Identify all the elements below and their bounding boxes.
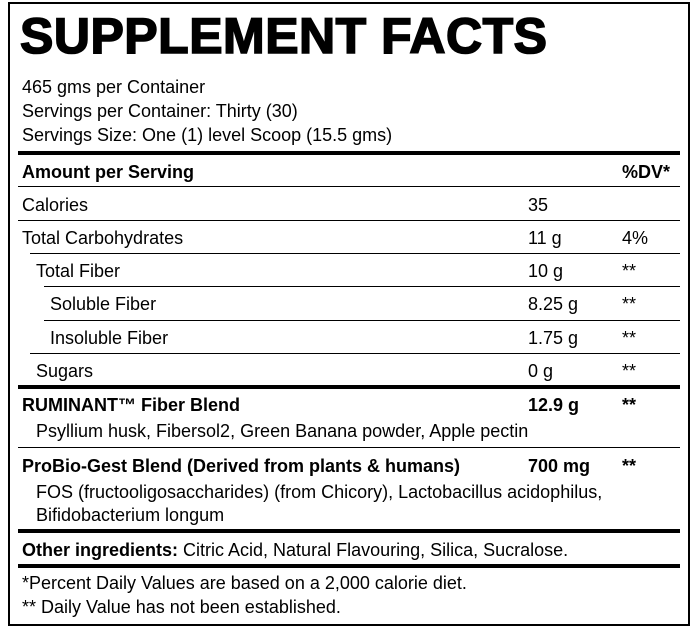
rule: [18, 220, 680, 221]
supplement-facts-label: SUPPLEMENT FACTS 465 gms per Container S…: [8, 2, 690, 626]
nutrient-name: Soluble Fiber: [50, 294, 157, 314]
other-text: Citric Acid, Natural Flavouring, Silica,…: [183, 540, 569, 560]
nutrient-name: Insoluble Fiber: [50, 328, 169, 348]
nutrient-name: Calories: [22, 195, 89, 215]
blend-dv: **: [622, 395, 637, 415]
header-dv: %DV*: [622, 162, 671, 182]
serving-info: Servings per Container: Thirty (30): [22, 101, 298, 121]
rule: [18, 385, 680, 389]
title: SUPPLEMENT FACTS: [19, 7, 548, 65]
footnote: ** Daily Value has not been established.: [22, 597, 341, 617]
rule: [18, 186, 680, 187]
nutrient-dv: 4%: [622, 228, 649, 248]
nutrient-dv: **: [622, 294, 637, 314]
nutrient-amount: 0 g: [528, 361, 554, 381]
nutrient-amount: 1.75 g: [528, 328, 579, 348]
rule: [18, 529, 680, 533]
header-amount: Amount per Serving: [22, 162, 195, 182]
rule: [30, 353, 680, 354]
rule: [18, 151, 680, 155]
nutrient-amount: 8.25 g: [528, 294, 579, 314]
nutrient-amount: 10 g: [528, 261, 564, 281]
rule: [44, 320, 680, 321]
blend-name: ProBio-Gest Blend (Derived from plants &…: [22, 456, 461, 476]
blend-ingredients: Psyllium husk, Fibersol2, Green Banana p…: [36, 421, 529, 441]
rule: [18, 447, 680, 448]
blend-ingredients: Bifidobacterium longum: [36, 505, 225, 525]
blend-dv: **: [622, 456, 637, 476]
rule: [44, 286, 680, 287]
serving-info: 465 gms per Container: [22, 77, 206, 97]
nutrient-name: Sugars: [36, 361, 94, 381]
nutrient-dv: **: [622, 328, 637, 348]
rule: [18, 564, 680, 568]
other-ingredients: Other ingredients: Citric Acid, Natural …: [22, 539, 568, 561]
blend-amount: 700 mg: [528, 456, 591, 476]
rule: [30, 253, 680, 254]
other-label: Other ingredients:: [22, 540, 179, 560]
nutrient-name: Total Carbohydrates: [22, 228, 184, 248]
nutrient-dv: **: [622, 361, 637, 381]
nutrient-amount: 11 g: [528, 228, 562, 248]
blend-name: RUMINANT™ Fiber Blend: [22, 395, 240, 415]
serving-info: Servings Size: One (1) level Scoop (15.5…: [22, 125, 393, 145]
footnote: *Percent Daily Values are based on a 2,0…: [22, 573, 467, 593]
nutrient-name: Total Fiber: [36, 261, 121, 281]
nutrient-amount: 35: [528, 195, 549, 215]
blend-ingredients: FOS (fructooligosaccharides) (from Chico…: [36, 482, 603, 502]
blend-amount: 12.9 g: [528, 395, 580, 415]
nutrient-dv: **: [622, 261, 637, 281]
